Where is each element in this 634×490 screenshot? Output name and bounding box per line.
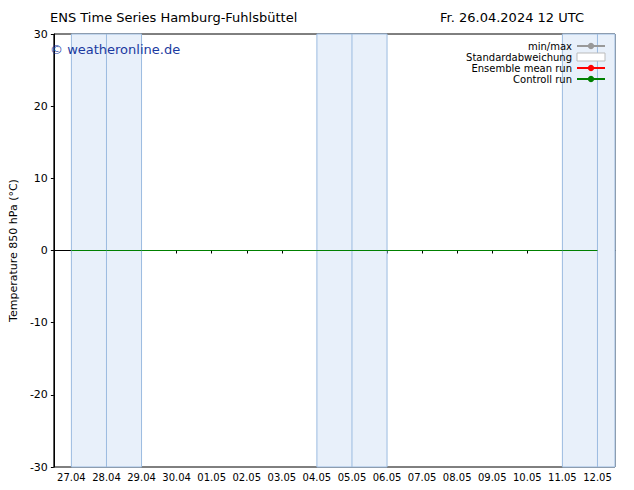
svg-text:29.04: 29.04: [127, 472, 156, 483]
svg-text:10: 10: [34, 172, 48, 185]
svg-text:0: 0: [41, 244, 48, 257]
svg-text:03.05: 03.05: [268, 472, 297, 483]
svg-text:-30: -30: [30, 461, 48, 474]
svg-text:© weatheronline.de: © weatheronline.de: [50, 42, 180, 57]
svg-text:09.05: 09.05: [478, 472, 507, 483]
svg-text:06.05: 06.05: [373, 472, 402, 483]
svg-text:Controll run: Controll run: [513, 74, 572, 85]
svg-text:Ensemble mean run: Ensemble mean run: [471, 63, 572, 74]
svg-text:11.05: 11.05: [548, 472, 577, 483]
svg-text:07.05: 07.05: [408, 472, 437, 483]
svg-text:min/max: min/max: [528, 41, 572, 52]
svg-text:27.04: 27.04: [57, 472, 86, 483]
svg-text:05.05: 05.05: [338, 472, 367, 483]
svg-text:08.05: 08.05: [443, 472, 472, 483]
svg-text:04.05: 04.05: [303, 472, 332, 483]
svg-text:-10: -10: [30, 316, 48, 329]
svg-text:30: 30: [34, 28, 48, 41]
svg-text:-20: -20: [30, 388, 48, 401]
svg-text:10.05: 10.05: [513, 472, 542, 483]
svg-text:Fr. 26.04.2024 12 UTC: Fr. 26.04.2024 12 UTC: [440, 10, 584, 25]
svg-text:Standardabweichung: Standardabweichung: [466, 52, 572, 63]
svg-text:01.05: 01.05: [197, 472, 226, 483]
svg-text:30.04: 30.04: [162, 472, 191, 483]
svg-text:12.05: 12.05: [583, 472, 612, 483]
svg-text:Temperature 850 hPa (°C): Temperature 850 hPa (°C): [7, 179, 20, 323]
svg-text:28.04: 28.04: [92, 472, 121, 483]
svg-text:ENS Time Series Hamburg-Fuhlsb: ENS Time Series Hamburg-Fuhlsbüttel: [50, 10, 297, 25]
svg-text:20: 20: [34, 100, 48, 113]
svg-text:02.05: 02.05: [232, 472, 261, 483]
